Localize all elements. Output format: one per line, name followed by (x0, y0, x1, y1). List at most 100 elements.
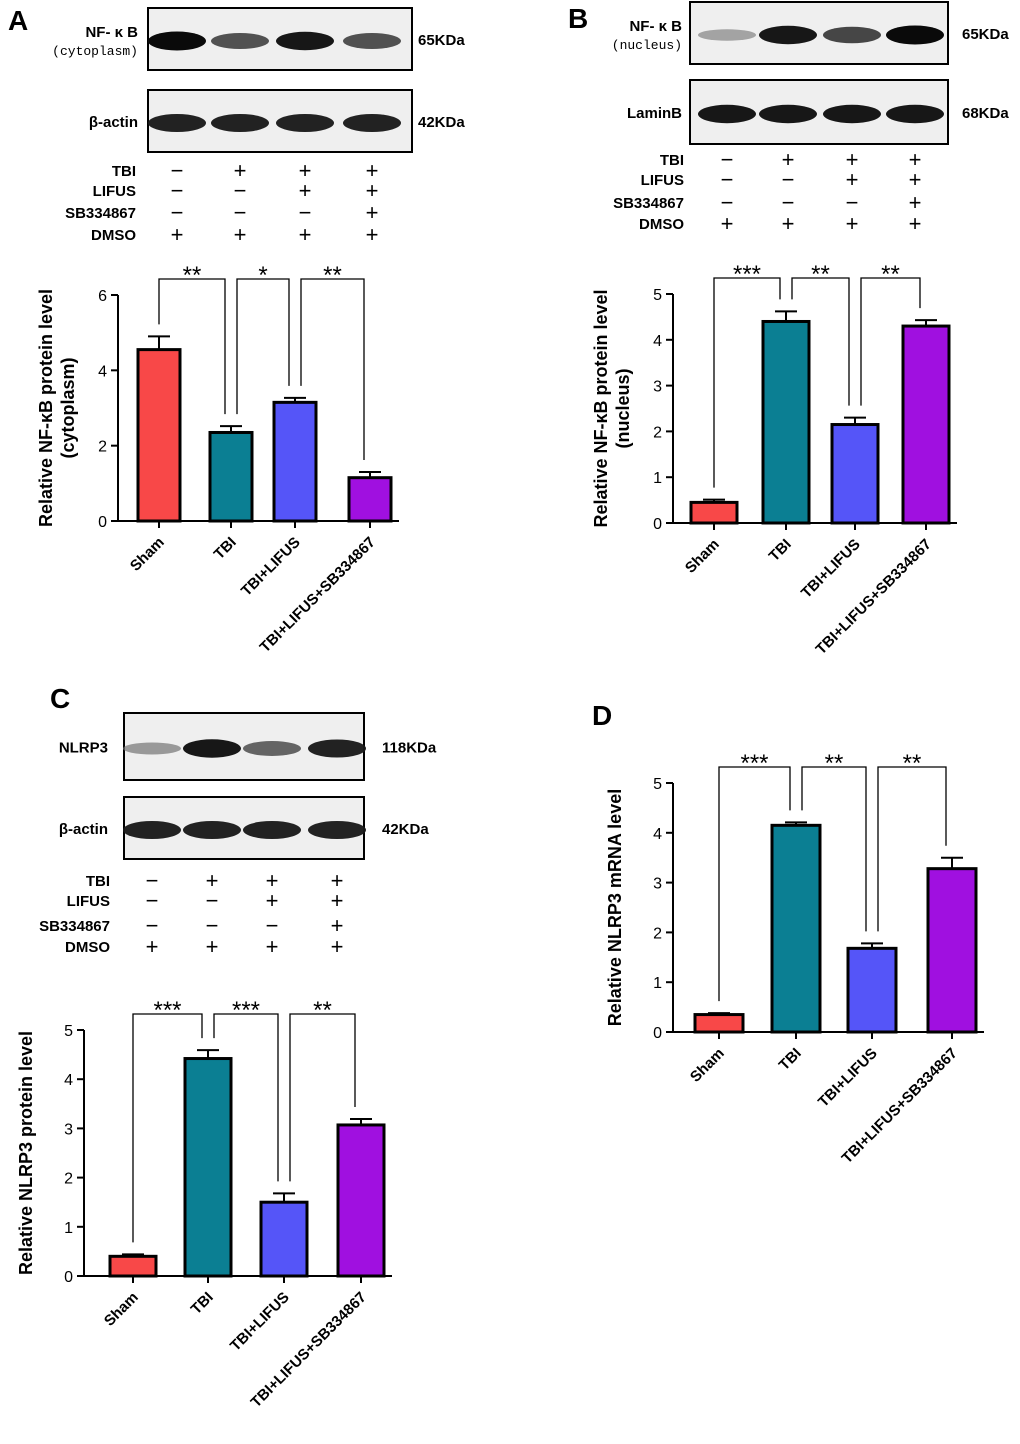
significance-label: ** (183, 262, 202, 289)
plus-sign: + (366, 200, 379, 225)
y-tick-label: 5 (64, 1023, 73, 1040)
bar (108, 1254, 158, 1278)
bar (830, 423, 880, 525)
bar (272, 400, 318, 523)
blot-band (308, 821, 366, 839)
significance-bracket (289, 1013, 356, 1182)
treatment-row-label: DMSO (65, 939, 110, 956)
y-tick-label: 3 (653, 379, 662, 396)
minus-sign: − (146, 888, 159, 913)
bar (183, 1057, 233, 1278)
treatment-row-label: DMSO (639, 216, 684, 233)
significance-label: * (258, 262, 267, 289)
treatment-row-label: TBI (660, 152, 684, 169)
y-tick-label: 2 (98, 439, 107, 456)
y-tick-label: 4 (98, 363, 107, 380)
blot-band (148, 31, 206, 51)
plus-sign: + (782, 147, 795, 172)
significance-bracket (213, 1013, 279, 1182)
blot-band (759, 104, 817, 124)
significance-bracket (300, 278, 365, 461)
x-tick-label: TBI+LIFUS (227, 1289, 293, 1355)
blot-size-marker: 68KDa (962, 105, 1009, 122)
y-tick-label: 2 (653, 925, 662, 942)
panel-d: D (592, 700, 612, 731)
y-tick-label: 4 (653, 333, 662, 350)
bar (347, 476, 393, 523)
significance-label: ** (881, 261, 900, 288)
blot-size-marker: 42KDa (382, 821, 429, 838)
blot-size-marker: 65KDa (962, 26, 1009, 43)
plus-sign: + (299, 158, 312, 183)
bar (693, 1013, 745, 1034)
y-axis-label-2: (cytoplasm) (58, 357, 78, 458)
minus-sign: − (171, 200, 184, 225)
significance-label: ** (903, 750, 922, 777)
bar (770, 823, 822, 1034)
bar (136, 348, 182, 523)
blot-band (123, 742, 181, 755)
blot-size-marker: 118KDa (382, 740, 437, 757)
minus-sign: − (299, 200, 312, 225)
x-tick-label: TBI+LIFUS (238, 534, 304, 600)
bar (846, 946, 898, 1034)
minus-sign: − (206, 913, 219, 938)
blot-band (148, 114, 206, 132)
y-axis-label: Relative NLRP3 mRNA level (605, 789, 625, 1026)
plus-sign: + (366, 158, 379, 183)
western-blot: NLRP3 118KDa (59, 712, 437, 781)
blot-band (183, 739, 241, 758)
bar (208, 430, 254, 523)
plus-sign: + (846, 211, 859, 236)
treatment-row-label: LIFUS (67, 893, 110, 910)
western-blot: LaminB 68KDa (627, 79, 1009, 145)
bar-chart-b: 0 1 2 3 4 5 Relative NF-κB protein level (nucle… (591, 261, 957, 658)
minus-sign: − (721, 147, 734, 172)
significance-label: ** (825, 750, 844, 777)
blot-band (243, 741, 301, 756)
western-blot: β-actin 42KDa (59, 796, 429, 860)
blot-band (886, 104, 944, 124)
plus-sign: + (366, 222, 379, 247)
bar-chart-d: 0 1 2 3 4 5 Relative NLRP3 mRNA level Sham TBI TB… (605, 750, 984, 1167)
blot-band (308, 739, 366, 758)
significance-label: ** (811, 261, 830, 288)
panel-letter: B (568, 3, 588, 34)
x-tick-label: Sham (101, 1289, 142, 1330)
minus-sign: − (171, 178, 184, 203)
bar (761, 319, 811, 525)
significance-label: *** (733, 261, 761, 288)
x-tick-label: TBI (766, 536, 795, 565)
y-axis-label-2: (nucleus) (613, 368, 633, 448)
y-tick-label: 5 (653, 287, 662, 304)
minus-sign: − (234, 200, 247, 225)
treatment-row-label: LIFUS (641, 172, 684, 189)
treatment-table: TBI − + + +LIFUS − − + +SB334867− − − +DMSO + + + + (65, 158, 378, 247)
minus-sign: − (782, 190, 795, 215)
y-tick-label: 4 (653, 826, 662, 843)
blot-label: NF- κ B (629, 18, 682, 35)
bar (336, 1123, 386, 1278)
minus-sign: − (846, 190, 859, 215)
blot-size-marker: 65KDa (418, 32, 465, 49)
treatment-row-label: SB334867 (613, 195, 684, 212)
treatment-table: TBI − + + +LIFUS − − + +SB334867− − − +DMSO + + + + (39, 868, 343, 959)
y-axis-label: Relative NF-κB protein level (591, 289, 611, 527)
plus-sign: + (331, 934, 344, 959)
treatment-row-label: TBI (112, 163, 136, 180)
minus-sign: − (266, 913, 279, 938)
plus-sign: + (846, 167, 859, 192)
plus-sign: + (909, 190, 922, 215)
minus-sign: − (721, 190, 734, 215)
significance-bracket (132, 1013, 203, 1243)
western-blot: NF- κ B (nucleus) 65KDa (612, 1, 1009, 65)
y-tick-label: 4 (64, 1072, 73, 1089)
plus-sign: + (206, 868, 219, 893)
plus-sign: + (234, 222, 247, 247)
significance-bracket (236, 278, 290, 415)
bar-chart-c: 0 1 2 3 4 5 Relative NLRP3 protein level Sham TB… (16, 997, 392, 1411)
blot-band (276, 114, 334, 132)
blot-sublabel: (nucleus) (612, 38, 682, 53)
significance-label: ** (323, 262, 342, 289)
